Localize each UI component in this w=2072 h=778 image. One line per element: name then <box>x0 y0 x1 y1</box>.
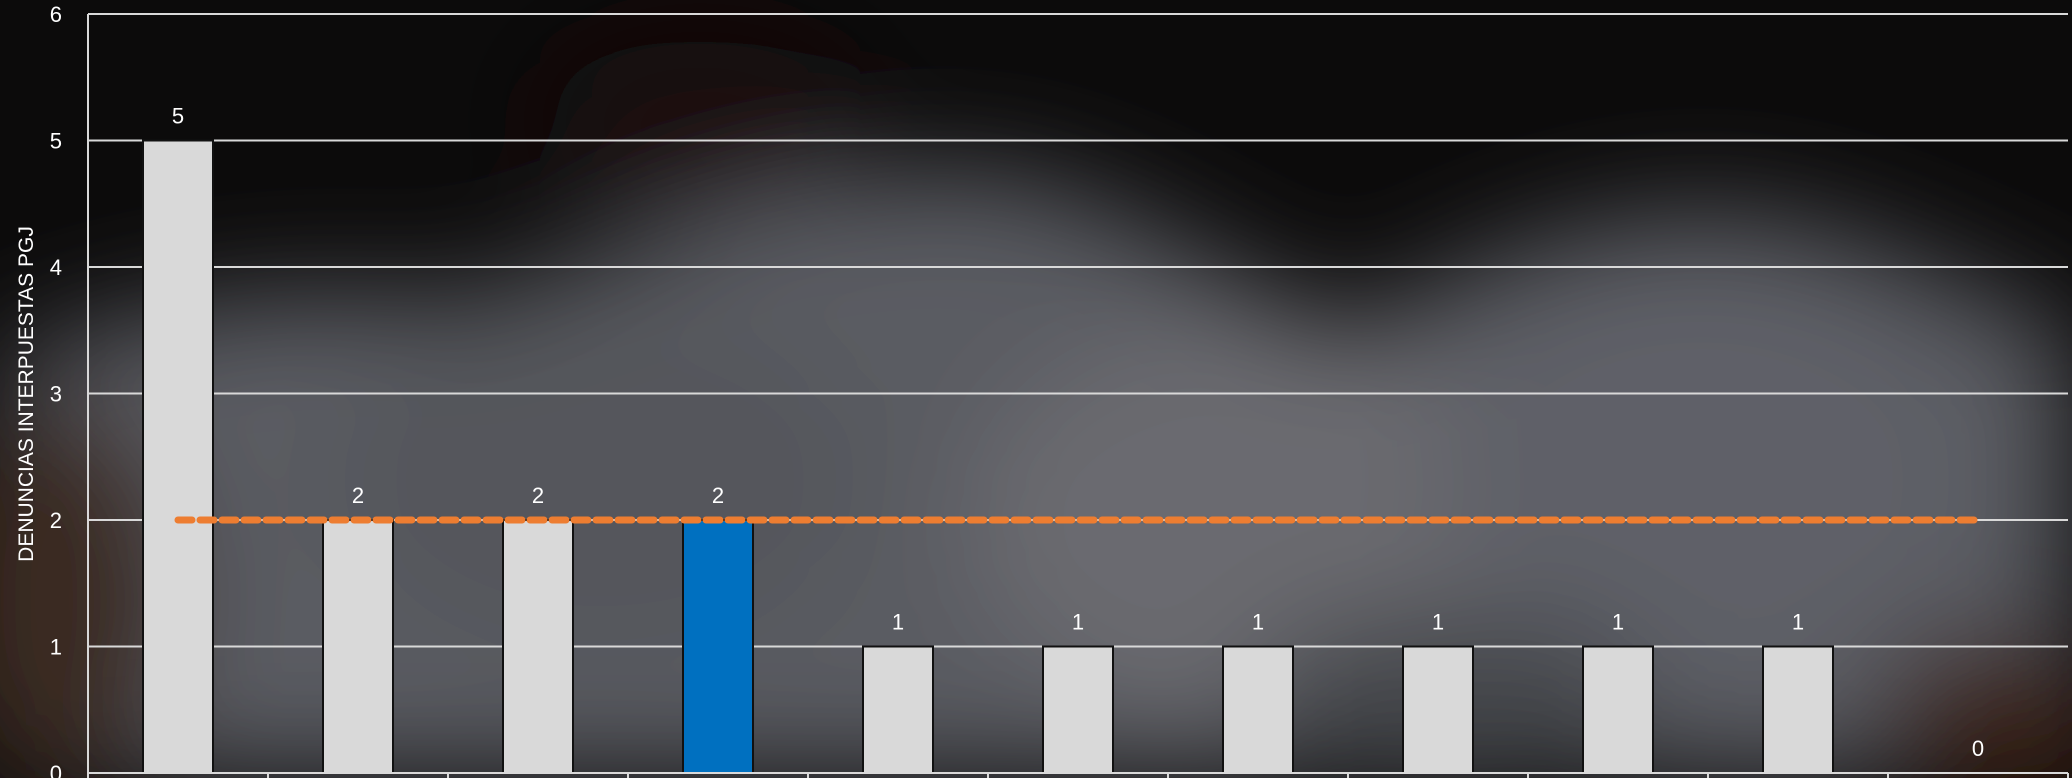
bar <box>322 519 394 774</box>
bar <box>502 519 574 774</box>
data-label: 5 <box>172 104 184 129</box>
y-tick-label: 1 <box>50 635 62 660</box>
bar <box>1582 645 1654 774</box>
y-axis-ticks: 0 1 2 3 4 5 6 <box>50 2 62 778</box>
bar <box>142 139 214 774</box>
y-tick-label: 5 <box>50 129 62 154</box>
data-labels: 5 2 2 2 1 1 1 1 1 1 0 <box>172 104 1984 762</box>
data-label: 2 <box>712 483 724 508</box>
data-label: 1 <box>1252 610 1264 635</box>
y-tick-label: 0 <box>50 761 62 778</box>
bar <box>862 645 934 774</box>
data-label: 1 <box>1792 610 1804 635</box>
bar <box>1042 645 1114 774</box>
data-label: 1 <box>1432 610 1444 635</box>
y-tick-label: 2 <box>50 508 62 533</box>
data-label: 0 <box>1972 736 1984 761</box>
y-axis-label: DENUNCIAS INTERPUESTAS PGJ <box>15 226 38 562</box>
data-label: 2 <box>352 483 364 508</box>
bar <box>1402 645 1474 774</box>
y-tick-label: 4 <box>50 255 62 280</box>
data-label: 1 <box>1072 610 1084 635</box>
data-label: 1 <box>892 610 904 635</box>
y-tick-label: 3 <box>50 382 62 407</box>
bar-highlighted <box>682 519 754 774</box>
data-label: 2 <box>532 483 544 508</box>
data-label: 1 <box>1612 610 1624 635</box>
bars <box>142 139 1834 774</box>
y-tick-label: 6 <box>50 2 62 27</box>
x-axis <box>87 14 2069 778</box>
bar <box>1222 645 1294 774</box>
bar <box>1762 645 1834 774</box>
